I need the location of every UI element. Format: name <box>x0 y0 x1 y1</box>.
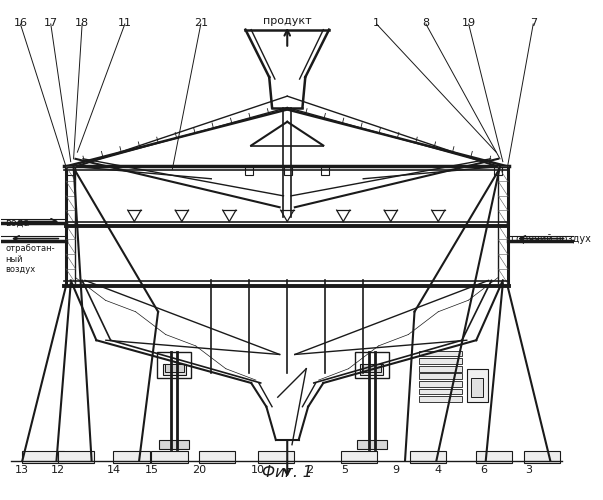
Text: 16: 16 <box>13 18 27 28</box>
Bar <box>321 168 329 175</box>
Text: 1: 1 <box>373 18 380 28</box>
Bar <box>419 374 462 379</box>
Bar <box>258 452 294 462</box>
Text: 18: 18 <box>75 18 89 28</box>
Bar <box>419 388 462 394</box>
Text: 14: 14 <box>106 464 121 474</box>
Bar <box>163 364 186 376</box>
Bar <box>419 350 462 356</box>
Bar <box>356 440 387 450</box>
Bar <box>419 381 462 387</box>
Text: 7: 7 <box>529 18 537 28</box>
Bar <box>58 452 95 462</box>
Bar <box>361 364 383 376</box>
Bar <box>419 366 462 372</box>
Bar <box>67 168 75 175</box>
Bar <box>419 396 462 402</box>
Bar <box>419 358 462 364</box>
Bar <box>524 452 560 462</box>
Bar <box>157 352 191 378</box>
Text: вода: вода <box>5 217 30 227</box>
Bar <box>476 452 513 462</box>
Bar <box>22 452 64 462</box>
Bar <box>467 368 488 402</box>
Text: 11: 11 <box>118 18 132 28</box>
Text: 8: 8 <box>422 18 429 28</box>
Text: продукт: продукт <box>263 16 312 26</box>
Bar <box>113 452 150 462</box>
Text: 6: 6 <box>481 464 487 474</box>
Text: Фиг. 1: Фиг. 1 <box>262 465 312 480</box>
Text: 2: 2 <box>306 464 314 474</box>
Text: горячий воздух: горячий воздух <box>511 234 592 244</box>
Bar <box>494 168 502 175</box>
Text: 17: 17 <box>43 18 58 28</box>
Bar <box>472 378 483 397</box>
Bar <box>341 452 377 462</box>
Text: 5: 5 <box>342 464 349 474</box>
Text: 19: 19 <box>461 18 476 28</box>
Text: 13: 13 <box>15 464 30 474</box>
Text: 12: 12 <box>51 464 66 474</box>
Bar <box>165 364 184 372</box>
Text: 15: 15 <box>145 464 159 474</box>
Text: 10: 10 <box>251 464 265 474</box>
Bar <box>410 452 446 462</box>
Text: отработан-
ный
воздух: отработан- ный воздух <box>5 244 55 274</box>
Bar <box>151 452 188 462</box>
Bar <box>355 352 389 378</box>
Text: 3: 3 <box>525 464 532 474</box>
Text: 4: 4 <box>435 464 442 474</box>
Text: 20: 20 <box>192 464 206 474</box>
Bar <box>285 168 292 175</box>
Text: 9: 9 <box>392 464 399 474</box>
Bar <box>199 452 235 462</box>
Bar <box>245 168 253 175</box>
Bar <box>159 440 189 450</box>
Text: 21: 21 <box>194 18 208 28</box>
Bar <box>362 364 381 372</box>
